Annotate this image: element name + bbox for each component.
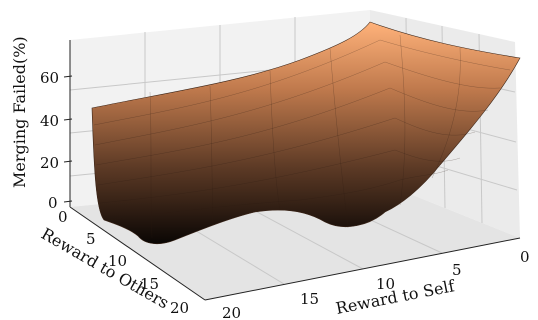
- others-tick-label: 15: [140, 275, 159, 293]
- others-tick-label: 5: [86, 230, 96, 248]
- self-axis-label: Reward to Self: [334, 276, 457, 318]
- axis-lines: [69, 40, 521, 301]
- z-tick-label: 40: [40, 112, 59, 130]
- self-tick-label: 5: [452, 261, 462, 279]
- self-tick-label: 20: [222, 304, 241, 320]
- z-axis-label: Merging Failed(%): [10, 36, 29, 188]
- others-tick-label: 10: [108, 252, 127, 270]
- others-axis-ticks: 0 5 10 15 20: [58, 208, 189, 317]
- self-tick-label: 0: [520, 248, 530, 266]
- self-axis-ticks: 20 15 10 5 0: [222, 248, 530, 320]
- self-tick-label: 10: [376, 275, 395, 293]
- z-tick-label: 20: [40, 154, 59, 172]
- z-axis-ticks: 0 20 40 60: [40, 69, 73, 212]
- surface-body: [91, 21, 521, 245]
- others-tick-label: 0: [58, 208, 68, 226]
- surface-mesh: [93, 34, 511, 239]
- z-tick-label: 0: [48, 194, 58, 212]
- self-tick-label: 15: [300, 290, 319, 308]
- others-tick-label: 20: [170, 299, 189, 317]
- z-tick-label: 60: [40, 69, 59, 87]
